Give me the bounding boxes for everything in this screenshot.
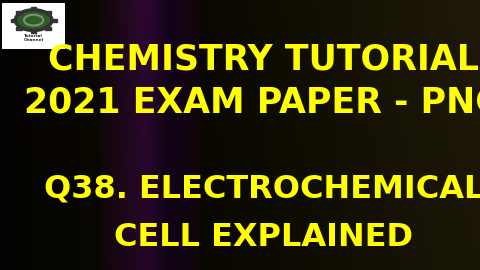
FancyBboxPatch shape — [2, 3, 65, 49]
Bar — [16, 11, 22, 14]
Bar — [16, 26, 22, 30]
Bar — [51, 19, 57, 22]
Circle shape — [15, 10, 52, 31]
Bar — [45, 26, 51, 30]
Bar — [31, 30, 36, 33]
Bar — [31, 7, 36, 11]
Bar — [11, 19, 16, 22]
Text: Q38. ELECTROCHEMICAL: Q38. ELECTROCHEMICAL — [44, 174, 480, 204]
Text: CHEMISTRY TUTORIAL: CHEMISTRY TUTORIAL — [48, 42, 480, 76]
Text: CELL EXPLAINED: CELL EXPLAINED — [115, 222, 413, 253]
Text: Tutorial
Channel: Tutorial Channel — [24, 33, 44, 42]
Bar — [45, 11, 51, 14]
Text: 2021 EXAM PAPER - PNG: 2021 EXAM PAPER - PNG — [24, 86, 480, 120]
